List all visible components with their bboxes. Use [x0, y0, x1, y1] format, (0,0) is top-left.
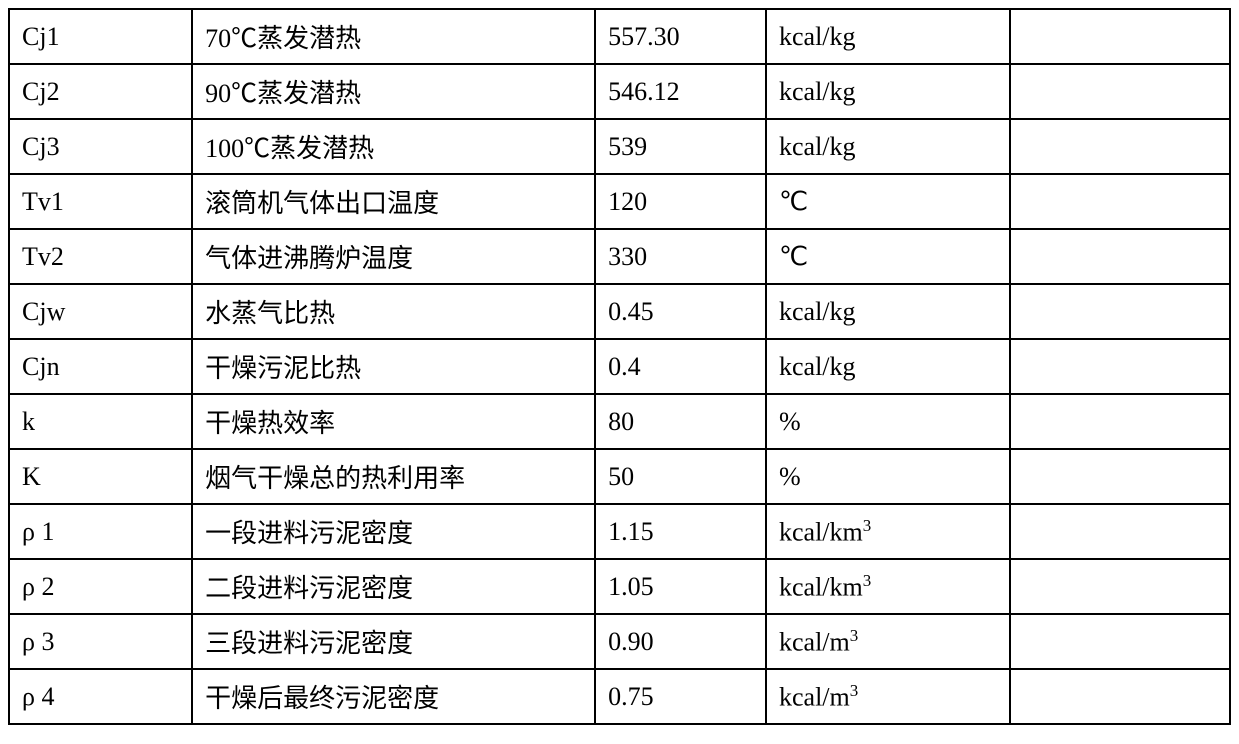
cell-unit: kcal/kg	[766, 64, 1010, 119]
cell-note	[1010, 229, 1230, 284]
table-row: Tv2气体进沸腾炉温度330 ℃	[9, 229, 1230, 284]
cell-value: 1.05	[595, 559, 766, 614]
cell-note	[1010, 174, 1230, 229]
unit-superscript: 3	[863, 571, 872, 590]
cell-value: 0.4	[595, 339, 766, 394]
cell-unit: kcal/kg	[766, 339, 1010, 394]
table-row: Cj290℃蒸发潜热546.12 kcal/kg	[9, 64, 1230, 119]
table-row: Tv1滚筒机气体出口温度120 ℃	[9, 174, 1230, 229]
table-row: Cj170℃蒸发潜热557.30 kcal/kg	[9, 9, 1230, 64]
cell-description: 水蒸气比热	[192, 284, 595, 339]
cell-unit: ℃	[766, 229, 1010, 284]
cell-value: 0.75	[595, 669, 766, 724]
unit-text: %	[779, 462, 801, 491]
cell-symbol: ρ 1	[9, 504, 192, 559]
cell-unit: kcal/m3	[766, 614, 1010, 669]
table-row: k干燥热效率80%	[9, 394, 1230, 449]
cell-note	[1010, 614, 1230, 669]
unit-text: ℃	[779, 242, 808, 271]
table-row: ρ 1一段进料污泥密度1.15 kcal/km3	[9, 504, 1230, 559]
cell-note	[1010, 339, 1230, 394]
cell-symbol: Cjn	[9, 339, 192, 394]
cell-symbol: Cj1	[9, 9, 192, 64]
cell-description: 90℃蒸发潜热	[192, 64, 595, 119]
cell-symbol: Tv1	[9, 174, 192, 229]
cell-description: 气体进沸腾炉温度	[192, 229, 595, 284]
cell-value: 1.15	[595, 504, 766, 559]
parameters-table: Cj170℃蒸发潜热557.30 kcal/kg Cj290℃蒸发潜热546.12 k…	[8, 8, 1231, 725]
cell-unit: %	[766, 449, 1010, 504]
cell-note	[1010, 9, 1230, 64]
table-row: Cj3100℃蒸发潜热539 kcal/kg	[9, 119, 1230, 174]
cell-description: 三段进料污泥密度	[192, 614, 595, 669]
unit-text: kcal/m	[779, 682, 850, 711]
unit-text: kcal/kg	[779, 297, 856, 326]
cell-value: 50	[595, 449, 766, 504]
unit-text: %	[779, 407, 801, 436]
cell-unit: ℃	[766, 174, 1010, 229]
unit-superscript: 3	[850, 626, 859, 645]
unit-text: kcal/km	[779, 517, 863, 546]
unit-text: kcal/kg	[779, 77, 856, 106]
cell-description: 二段进料污泥密度	[192, 559, 595, 614]
unit-superscript: 3	[863, 516, 872, 535]
cell-description: 干燥污泥比热	[192, 339, 595, 394]
table-body: Cj170℃蒸发潜热557.30 kcal/kg Cj290℃蒸发潜热546.12 k…	[9, 9, 1230, 724]
cell-description: 烟气干燥总的热利用率	[192, 449, 595, 504]
cell-value: 330	[595, 229, 766, 284]
table-row: Cjn干燥污泥比热0.4 kcal/kg	[9, 339, 1230, 394]
cell-unit: kcal/km3	[766, 504, 1010, 559]
unit-superscript: 3	[850, 681, 859, 700]
table-row: K烟气干燥总的热利用率50%	[9, 449, 1230, 504]
cell-symbol: ρ 4	[9, 669, 192, 724]
table-row: ρ 3三段进料污泥密度0.90 kcal/m3	[9, 614, 1230, 669]
cell-unit: kcal/kg	[766, 9, 1010, 64]
cell-value: 557.30	[595, 9, 766, 64]
cell-symbol: Cjw	[9, 284, 192, 339]
cell-value: 80	[595, 394, 766, 449]
cell-note	[1010, 669, 1230, 724]
cell-note	[1010, 284, 1230, 339]
cell-unit: kcal/kg	[766, 284, 1010, 339]
cell-description: 一段进料污泥密度	[192, 504, 595, 559]
cell-value: 0.45	[595, 284, 766, 339]
cell-description: 滚筒机气体出口温度	[192, 174, 595, 229]
cell-note	[1010, 64, 1230, 119]
cell-symbol: Cj2	[9, 64, 192, 119]
unit-text: kcal/km	[779, 572, 863, 601]
table-row: ρ 4干燥后最终污泥密度0.75 kcal/m3	[9, 669, 1230, 724]
cell-symbol: ρ 3	[9, 614, 192, 669]
unit-text: kcal/kg	[779, 352, 856, 381]
cell-symbol: k	[9, 394, 192, 449]
unit-text: kcal/kg	[779, 132, 856, 161]
cell-value: 539	[595, 119, 766, 174]
cell-description: 干燥热效率	[192, 394, 595, 449]
cell-note	[1010, 504, 1230, 559]
cell-note	[1010, 559, 1230, 614]
cell-note	[1010, 119, 1230, 174]
cell-description: 干燥后最终污泥密度	[192, 669, 595, 724]
cell-unit: kcal/kg	[766, 119, 1010, 174]
cell-note	[1010, 449, 1230, 504]
cell-value: 120	[595, 174, 766, 229]
cell-symbol: K	[9, 449, 192, 504]
cell-symbol: Tv2	[9, 229, 192, 284]
cell-symbol: ρ 2	[9, 559, 192, 614]
cell-description: 70℃蒸发潜热	[192, 9, 595, 64]
cell-description: 100℃蒸发潜热	[192, 119, 595, 174]
cell-note	[1010, 394, 1230, 449]
unit-text: kcal/kg	[779, 22, 856, 51]
cell-symbol: Cj3	[9, 119, 192, 174]
table-row: Cjw水蒸气比热0.45 kcal/kg	[9, 284, 1230, 339]
cell-value: 546.12	[595, 64, 766, 119]
cell-unit: kcal/km3	[766, 559, 1010, 614]
table-row: ρ 2二段进料污泥密度1.05 kcal/km3	[9, 559, 1230, 614]
unit-text: ℃	[779, 187, 808, 216]
unit-text: kcal/m	[779, 627, 850, 656]
cell-unit: %	[766, 394, 1010, 449]
cell-unit: kcal/m3	[766, 669, 1010, 724]
cell-value: 0.90	[595, 614, 766, 669]
